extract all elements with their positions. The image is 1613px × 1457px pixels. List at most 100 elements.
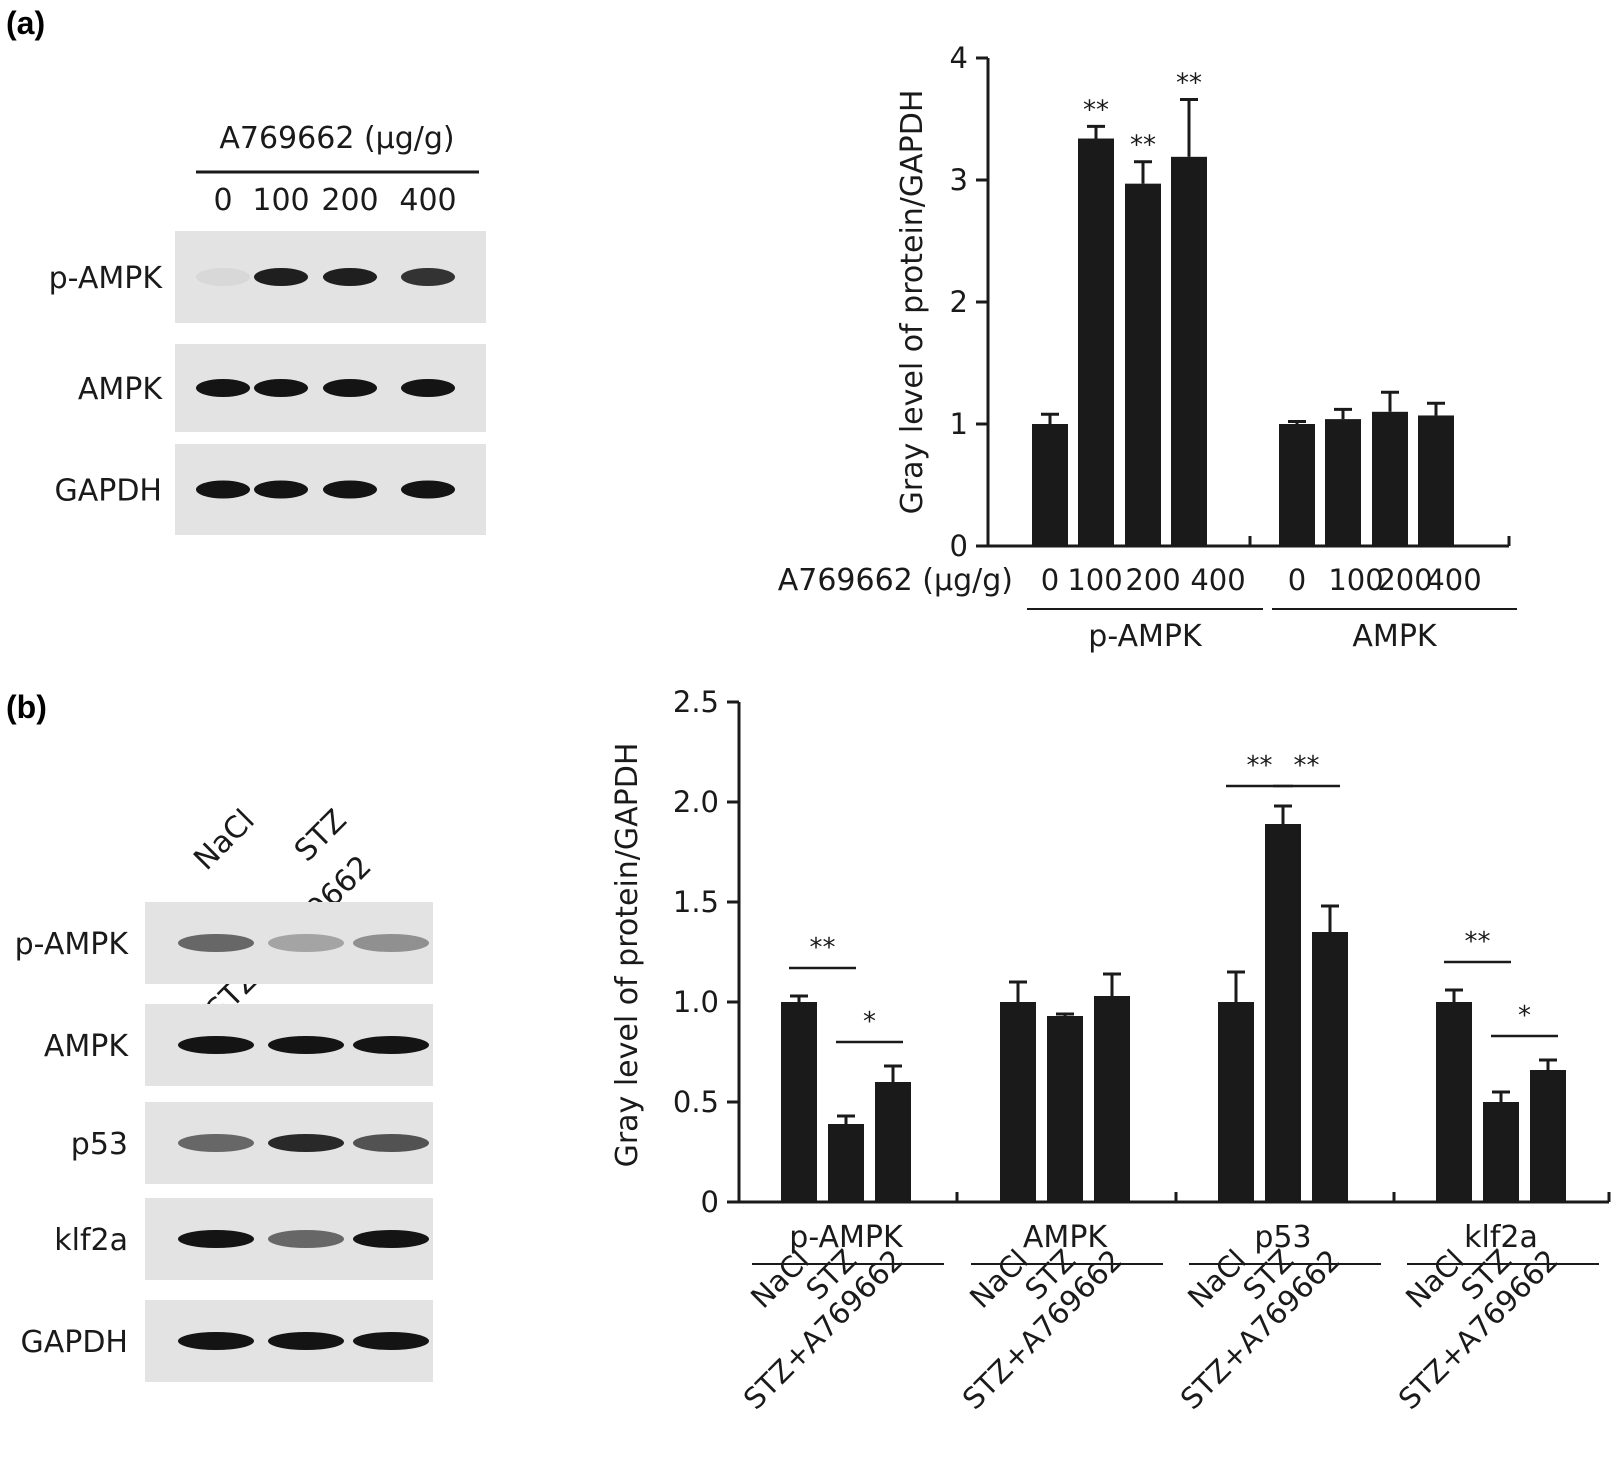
blot-a-band bbox=[196, 268, 250, 286]
blot-a-band bbox=[254, 379, 308, 397]
blot-b-lane-label: NaCl bbox=[187, 803, 261, 877]
blot-b-band bbox=[353, 934, 429, 952]
chart-a-category-label: 0 bbox=[1288, 563, 1306, 597]
chart-a-group-label: AMPK bbox=[1352, 619, 1437, 654]
chart-a-category-label: 200 bbox=[1125, 563, 1180, 597]
chart-b-significance: ** bbox=[1247, 751, 1273, 781]
chart-b-bar bbox=[1094, 996, 1130, 1202]
chart-b-y-axis-label: Gray level of protein/GAPDH bbox=[610, 743, 645, 1168]
chart-a-bar bbox=[1171, 156, 1207, 546]
chart-a-significance: ** bbox=[1083, 95, 1109, 125]
chart-b-bar bbox=[1218, 1002, 1254, 1202]
blot-b-row-label: AMPK bbox=[44, 1029, 129, 1064]
blot-a-band bbox=[323, 379, 377, 397]
chart-b-bar bbox=[1265, 824, 1301, 1202]
chart-a-x-axis-label: A769662 (μg/g) bbox=[778, 563, 1013, 598]
blot-a-band bbox=[401, 480, 455, 499]
chart-a-y-axis-label: Gray level of protein/GAPDH bbox=[895, 90, 930, 515]
chart-b-bar bbox=[828, 1124, 864, 1202]
chart-a-y-tick-label: 4 bbox=[950, 41, 968, 75]
chart-a-category-label: 400 bbox=[1190, 563, 1245, 597]
blot-a-treatment-label: A769662 (μg/g) bbox=[219, 121, 454, 156]
blot-b-band bbox=[178, 1134, 254, 1152]
blot-a-row-label: AMPK bbox=[78, 372, 163, 407]
chart-b-bar bbox=[1312, 932, 1348, 1202]
chart-b: 0 0.5 1.0 1.5 2.0 2.5 Gray level of protein/GA… bbox=[610, 685, 1611, 1416]
chart-a-significance: ** bbox=[1176, 68, 1202, 98]
chart-a-bar bbox=[1372, 411, 1408, 546]
blot-a-band bbox=[254, 268, 308, 286]
blot-a-dose-label: 100 bbox=[252, 183, 309, 218]
chart-b-bar bbox=[1047, 1016, 1083, 1202]
chart-a-category-label: 100 bbox=[1067, 563, 1122, 597]
blot-a: 0 100 200 400 p-AMPK AMPK GAPDH bbox=[49, 183, 486, 535]
chart-a-bar bbox=[1125, 183, 1161, 546]
chart-a-y-tick-label: 2 bbox=[950, 285, 968, 319]
blot-a-row-label: p-AMPK bbox=[49, 261, 164, 296]
blot-b-band bbox=[353, 1036, 429, 1054]
blot-b-band bbox=[353, 1134, 429, 1152]
chart-b-y-tick-label: 0.5 bbox=[673, 1085, 719, 1119]
chart-a-category-label: 400 bbox=[1426, 563, 1481, 597]
chart-a-category-label: 200 bbox=[1377, 563, 1432, 597]
chart-b-significance: ** bbox=[810, 933, 836, 963]
blot-a-band bbox=[323, 480, 377, 499]
blot-a-band bbox=[401, 379, 455, 397]
chart-b-y-tick-label: 0 bbox=[701, 1185, 719, 1219]
chart-b-y-tick-label: 1.5 bbox=[673, 885, 719, 919]
chart-a-y-tick-label: 3 bbox=[950, 163, 968, 197]
blot-b-band bbox=[353, 1332, 429, 1350]
blot-b-band bbox=[353, 1230, 429, 1248]
blot-b-row-label: p53 bbox=[71, 1127, 128, 1162]
chart-b-group-label: klf2a bbox=[1464, 1220, 1538, 1255]
chart-a-bar bbox=[1279, 424, 1315, 546]
chart-b-bar bbox=[1000, 1002, 1036, 1202]
blot-b-band bbox=[268, 1134, 344, 1152]
chart-a: 0 1 2 3 4 Gray level of protein/GAPDH 0 ** 100 **… bbox=[778, 41, 1517, 654]
blot-a-band bbox=[196, 379, 250, 397]
chart-a-group-label: p-AMPK bbox=[1088, 619, 1203, 654]
panel-b-label: (b) bbox=[6, 689, 47, 725]
blot-a-band bbox=[401, 268, 455, 286]
blot-a-band bbox=[196, 480, 250, 499]
chart-b-bar bbox=[1483, 1102, 1519, 1202]
blot-a-dose-label: 200 bbox=[321, 183, 378, 218]
chart-a-bar bbox=[1418, 415, 1454, 546]
chart-b-y-tick-label: 1.0 bbox=[673, 985, 719, 1019]
chart-b-bar bbox=[781, 1002, 817, 1202]
chart-b-y-tick-label: 2.0 bbox=[673, 785, 719, 819]
blot-b-band bbox=[268, 934, 344, 952]
chart-a-y-tick-label: 0 bbox=[950, 529, 968, 563]
chart-a-bar bbox=[1078, 138, 1114, 546]
chart-a-bar bbox=[1325, 419, 1361, 546]
panel-a-label: (a) bbox=[6, 5, 45, 41]
blot-b-band bbox=[178, 1332, 254, 1350]
blot-b-row-label: klf2a bbox=[54, 1223, 128, 1258]
blot-b-band bbox=[178, 1230, 254, 1248]
chart-b-group-label: p53 bbox=[1254, 1220, 1311, 1255]
chart-b-group-label: AMPK bbox=[1023, 1220, 1108, 1255]
blot-b-band bbox=[268, 1230, 344, 1248]
chart-a-bar bbox=[1032, 424, 1068, 546]
chart-b-bar bbox=[1436, 1002, 1472, 1202]
blot-b-band bbox=[268, 1332, 344, 1350]
blot-b: NaClSTZSTZ+A769662p-AMPKAMPKp53klf2aGAPD… bbox=[15, 803, 433, 1382]
blot-a-band bbox=[323, 268, 377, 286]
chart-b-significance: ** bbox=[1465, 927, 1491, 957]
blot-b-band bbox=[178, 1036, 254, 1054]
chart-b-bar bbox=[875, 1082, 911, 1202]
chart-b-significance: * bbox=[863, 1007, 876, 1037]
blot-a-band bbox=[254, 480, 308, 499]
blot-b-band bbox=[178, 934, 254, 952]
chart-b-significance: * bbox=[1518, 1001, 1531, 1031]
chart-b-bar bbox=[1530, 1070, 1566, 1202]
chart-b-significance: ** bbox=[1294, 751, 1320, 781]
blot-a-dose-label: 0 bbox=[213, 183, 232, 218]
chart-b-y-tick-label: 2.5 bbox=[673, 685, 719, 719]
blot-b-row-label: p-AMPK bbox=[15, 927, 130, 962]
chart-b-group-label: p-AMPK bbox=[789, 1220, 904, 1255]
blot-a-row-label: GAPDH bbox=[54, 474, 162, 509]
chart-a-y-tick-label: 1 bbox=[950, 407, 968, 441]
chart-a-category-label: 100 bbox=[1328, 563, 1383, 597]
